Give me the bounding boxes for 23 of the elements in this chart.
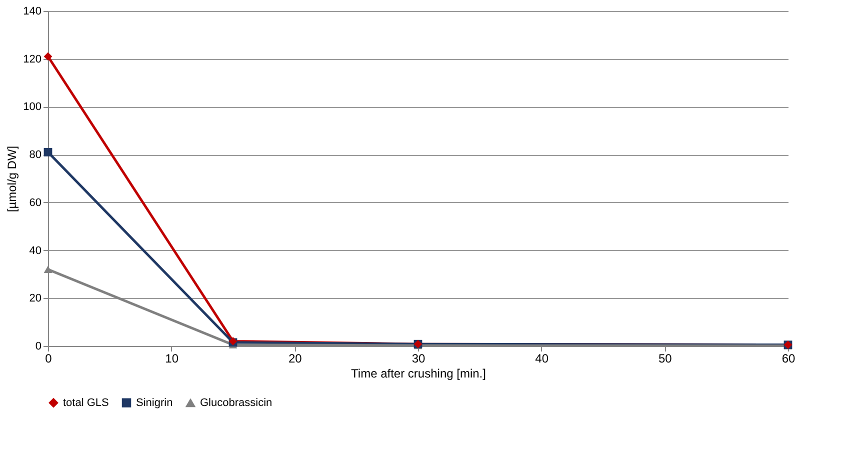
y-tick-label: 20	[29, 292, 42, 305]
point	[44, 266, 52, 274]
x-tick-label: 50	[658, 352, 672, 366]
point	[44, 52, 52, 61]
legend-label: Glucobrassicin	[200, 397, 272, 410]
x-tick-label: 30	[412, 352, 426, 366]
x-tick-label: 20	[288, 352, 302, 366]
x-axis-title: Time after crushing [min.]	[351, 366, 486, 380]
y-tick-label: 60	[29, 196, 42, 209]
y-axis-title: [µmol/g DW]	[5, 146, 20, 212]
point	[44, 148, 52, 156]
y-tick-label: 140	[23, 6, 42, 18]
y-tick-label: 80	[29, 149, 42, 162]
y-tick-label: 100	[23, 101, 42, 114]
y-tick-label: 120	[23, 53, 42, 66]
y-tick-label: 0	[35, 340, 42, 352]
legend-label: total GLS	[63, 396, 109, 409]
legend-label: Sinigrin	[136, 396, 173, 409]
x-tick-label: 10	[165, 352, 179, 366]
x-tick-label: 0	[45, 352, 52, 366]
y-tick-label: 40	[29, 244, 42, 257]
x-tick-label: 60	[782, 352, 796, 366]
x-tick-label: 40	[535, 352, 549, 366]
